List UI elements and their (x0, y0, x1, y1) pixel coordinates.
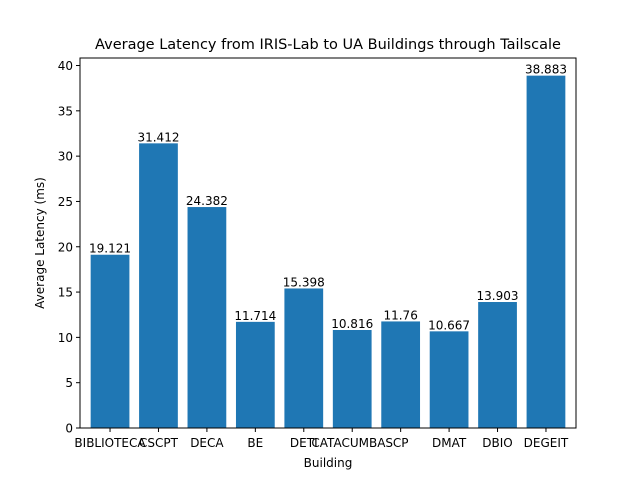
y-axis-label: Average Latency (ms) (33, 177, 47, 309)
bar-dmat (429, 331, 469, 428)
bar-dbio (478, 302, 517, 428)
plot-frame (79, 57, 577, 429)
data-label-biblioteca: 19.121 (89, 242, 131, 256)
bar-deca (187, 207, 227, 428)
y-tick-label-15: 15 (58, 286, 73, 300)
x-tick-label-cscpt: CSCPT (139, 436, 179, 450)
x-tick-label-dmat: DMAT (432, 436, 467, 450)
y-tick-label-30: 30 (58, 150, 73, 164)
bars-group (90, 75, 566, 428)
chart-title: Average Latency from IRIS-Lab to UA Buil… (95, 37, 561, 53)
bar-be (235, 321, 275, 428)
x-tick-label-cp: CP (393, 436, 409, 450)
y-tick-label-5: 5 (65, 376, 73, 390)
x-tick-label-deti: DETI (290, 436, 318, 450)
x-tick-label-degeit: DEGEIT (524, 436, 569, 450)
data-label-deca: 24.382 (186, 194, 228, 208)
bar-biblioteca (90, 254, 130, 428)
y-tick-label-35: 35 (58, 104, 73, 118)
data-label-dbio: 13.903 (477, 289, 519, 303)
bar-degeit (526, 75, 566, 428)
data-label-cp: 11.76 (383, 308, 417, 322)
data-label-be: 11.714 (234, 309, 276, 323)
x-tick-label-catacumbas: CATACUMBAS (311, 436, 393, 450)
x-tick-label-dbio: DBIO (482, 436, 512, 450)
data-label-deti: 15.398 (283, 275, 325, 289)
data-label-dmat: 10.667 (428, 318, 470, 332)
bar-catacumbas (332, 329, 372, 428)
y-tick-label-10: 10 (58, 331, 73, 345)
x-axis-label: Building (304, 456, 353, 470)
bar-cscpt (139, 143, 178, 428)
bar-cp (381, 321, 421, 428)
y-tick-label-40: 40 (58, 59, 73, 73)
x-tick-label-deca: DECA (190, 436, 224, 450)
y-axis: 0 5 10 15 20 25 30 35 40 (58, 59, 80, 436)
data-labels-group: 19.121 31.412 24.382 11.714 15.398 10.816 11.7… (89, 63, 567, 333)
y-tick-label-20: 20 (58, 240, 73, 254)
data-label-degeit: 38.883 (525, 63, 567, 77)
y-tick-label-25: 25 (58, 195, 73, 209)
data-label-catacumbas: 10.816 (331, 317, 373, 331)
x-tick-label-biblioteca: BIBLIOTECA (74, 436, 146, 450)
y-tick-label-0: 0 (65, 422, 73, 436)
bar-deti (284, 288, 324, 428)
data-label-cscpt: 31.412 (137, 130, 179, 144)
x-tick-label-be: BE (247, 436, 263, 450)
